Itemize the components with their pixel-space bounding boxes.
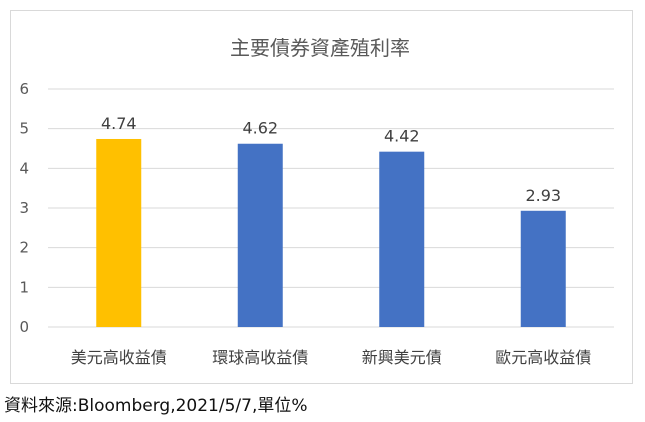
data-label-0: 4.74 [101, 114, 137, 133]
bar-2 [379, 151, 425, 327]
chart-title: 主要債券資產殖利率 [230, 36, 410, 60]
bar-3 [520, 210, 566, 327]
bar-0 [96, 138, 142, 327]
y-tick-label-0: 0 [19, 318, 29, 336]
category-label-3: 歐元高收益債 [495, 348, 591, 367]
y-tick-label-1: 1 [19, 278, 29, 296]
source-note: 資料來源:Bloomberg,2021/5/7,單位% [4, 396, 308, 416]
y-tick-label-3: 3 [19, 199, 29, 217]
y-tick-label-5: 5 [19, 120, 29, 138]
category-label-1: 環球高收益債 [212, 348, 308, 367]
data-label-1: 4.62 [242, 119, 278, 138]
bar-1 [237, 143, 283, 327]
category-label-2: 新興美元債 [362, 348, 442, 367]
y-tick-label-2: 2 [19, 239, 29, 257]
data-label-2: 4.42 [384, 127, 420, 146]
category-label-0: 美元高收益債 [71, 348, 167, 367]
y-tick-label-6: 6 [19, 80, 29, 98]
data-label-3: 2.93 [525, 186, 561, 205]
y-tick-label-4: 4 [19, 159, 29, 177]
